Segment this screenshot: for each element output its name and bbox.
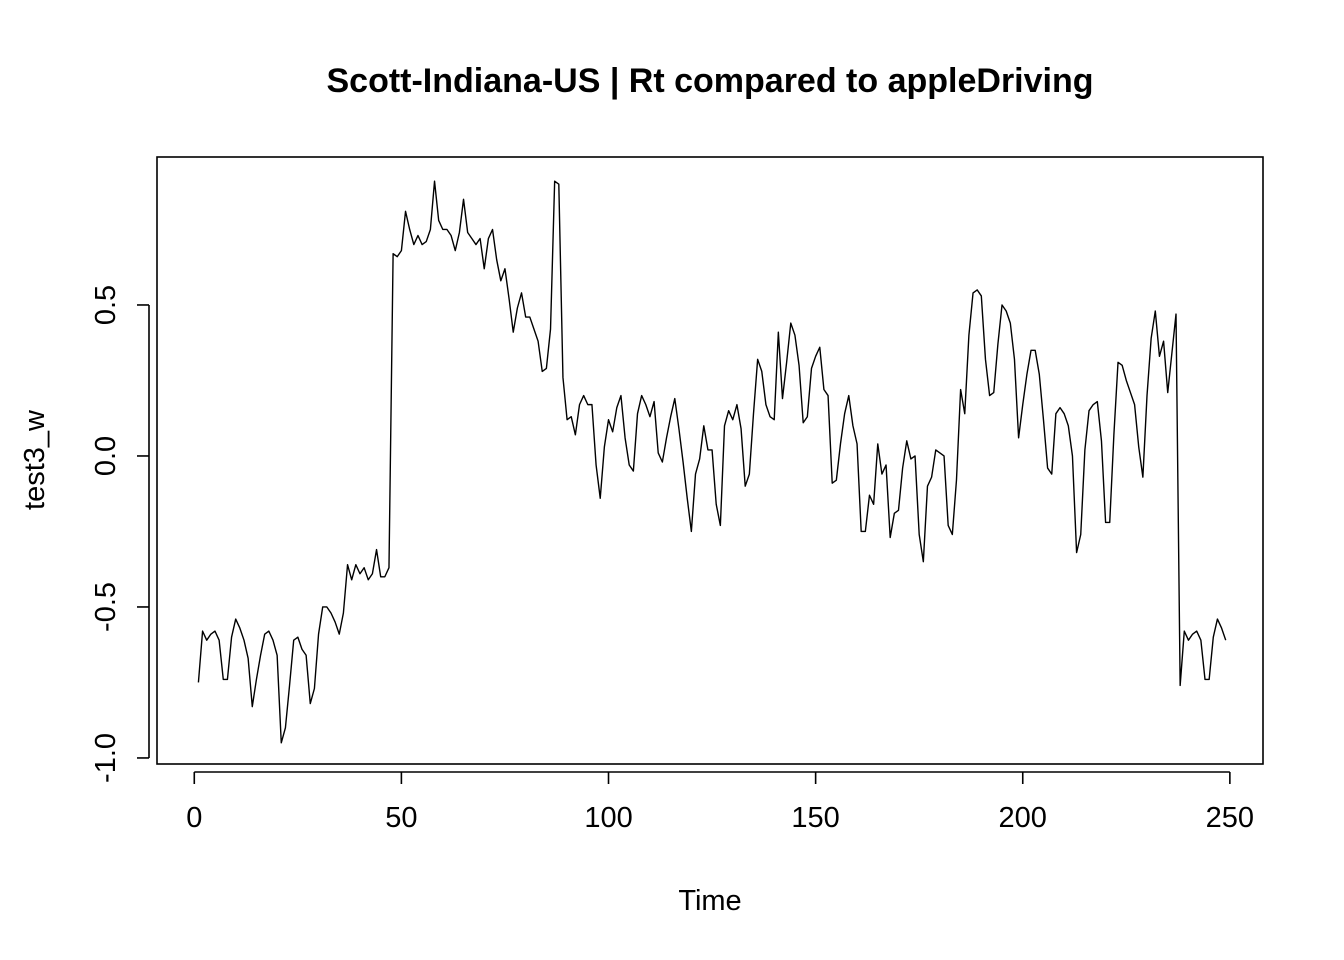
- chart-title: Scott-Indiana-US | Rt compared to appleD…: [326, 62, 1093, 100]
- x-tick-label: 200: [999, 802, 1047, 834]
- x-tick-label: 100: [584, 802, 632, 834]
- plot-area-frame: [156, 156, 1264, 765]
- x-tick-label: 50: [385, 802, 417, 834]
- y-axis-label: test3_w: [19, 409, 51, 510]
- y-tick-label: -1.0: [90, 733, 122, 783]
- y-tick-label: 0.0: [90, 436, 122, 476]
- x-axis-label: Time: [678, 885, 741, 917]
- series-line: [197, 180, 1227, 744]
- x-tick-label: 250: [1206, 802, 1254, 834]
- y-axis: -1.0 -0.5 0.0 0.5: [90, 285, 150, 783]
- x-axis: 0 50 100 150 200 250: [186, 771, 1254, 834]
- y-tick-label: -0.5: [90, 582, 122, 632]
- x-tick-label: 0: [186, 802, 202, 834]
- x-tick-label: 150: [791, 802, 839, 834]
- y-tick-label: 0.5: [90, 285, 122, 325]
